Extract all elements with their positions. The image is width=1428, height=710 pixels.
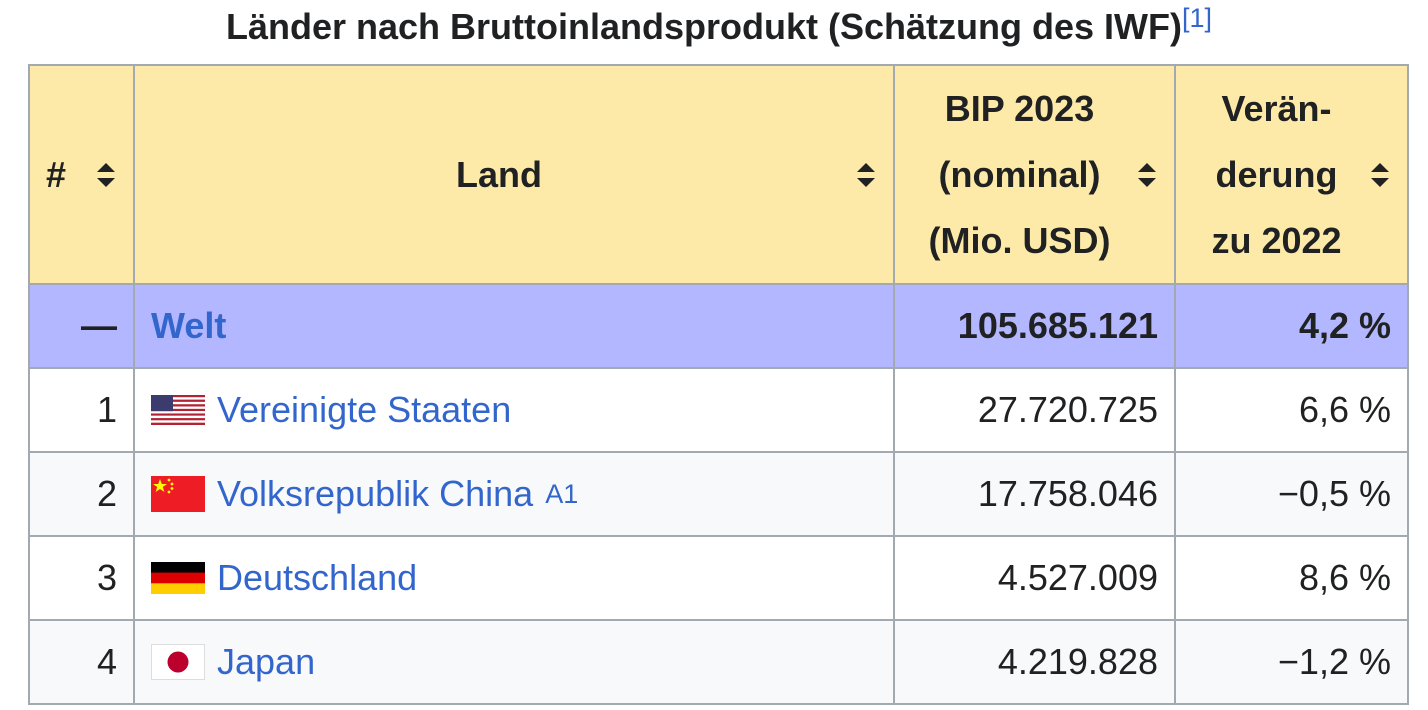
gdp-table: # Land BIP 2023 (nominal) (Mio. USD) Verän-de… xyxy=(28,64,1409,705)
flag xyxy=(151,644,205,680)
column-header[interactable]: Verän-derung zu 2022 xyxy=(1174,64,1409,285)
change-cell: 4,2 % xyxy=(1174,283,1409,369)
rank-cell: 3 xyxy=(28,535,135,621)
sort-icon[interactable] xyxy=(1136,161,1158,189)
sort-icon[interactable] xyxy=(1369,161,1391,189)
rank-cell: — xyxy=(28,283,135,369)
table-row: 1 Vereinigte Staaten 27.720.725 6,6 % xyxy=(28,367,1409,453)
change-cell: 6,6 % xyxy=(1174,367,1409,453)
country-link[interactable]: Vereinigte Staaten xyxy=(217,389,512,430)
flag xyxy=(151,562,205,594)
table-row: 3 Deutschland 4.527.009 8,6 % xyxy=(28,535,1409,621)
gdp-cell: 17.758.046 xyxy=(893,451,1176,537)
flag xyxy=(151,476,205,512)
change-cell: −1,2 % xyxy=(1174,619,1409,705)
gdp-cell: 105.685.121 xyxy=(893,283,1176,369)
gdp-cell: 27.720.725 xyxy=(893,367,1176,453)
column-header[interactable]: # xyxy=(28,64,135,285)
change-cell: 8,6 % xyxy=(1174,535,1409,621)
header-line: Land xyxy=(456,153,542,195)
caption-title: Länder nach Bruttoinlandsprodukt (Schätz… xyxy=(225,6,1182,47)
header-line: (Mio. USD) xyxy=(928,219,1111,261)
header-line: Verän- xyxy=(1221,87,1332,129)
header-line: # xyxy=(46,153,67,195)
country-cell: Welt xyxy=(133,283,895,369)
table-row: 4 Japan 4.219.828 −1,2 % xyxy=(28,619,1409,705)
change-cell: −0,5 % xyxy=(1174,451,1409,537)
country-cell: Volksrepublik China A1 xyxy=(133,451,895,537)
column-header[interactable]: Land xyxy=(133,64,895,285)
table-row: — Welt 105.685.121 4,2 % xyxy=(28,283,1409,369)
country-link[interactable]: Japan xyxy=(217,641,316,682)
flag xyxy=(151,395,205,425)
column-header[interactable]: BIP 2023 (nominal) (Mio. USD) xyxy=(893,64,1176,285)
table-row: 2 Volksrepublik China A1 17.758.046 −0,5 % xyxy=(28,451,1409,537)
gdp-cell: 4.527.009 xyxy=(893,535,1176,621)
country-cell: Deutschland xyxy=(133,535,895,621)
table-caption: Länder nach Bruttoinlandsprodukt (Schätz… xyxy=(0,3,1428,48)
country-link[interactable]: Volksrepublik China xyxy=(217,473,534,514)
rank-cell: 2 xyxy=(28,451,135,537)
gdp-cell: 4.219.828 xyxy=(893,619,1176,705)
reference[interactable]: [1] xyxy=(1181,3,1213,33)
sort-icon[interactable] xyxy=(95,161,117,189)
header-line: derung xyxy=(1215,153,1338,195)
country-link[interactable]: Deutschland xyxy=(217,557,418,598)
country-cell: Japan xyxy=(133,619,895,705)
header-line: zu 2022 xyxy=(1211,219,1342,261)
rank-cell: 1 xyxy=(28,367,135,453)
country-cell: Vereinigte Staaten xyxy=(133,367,895,453)
country-link[interactable]: Welt xyxy=(151,305,227,346)
header-line: (nominal) xyxy=(938,153,1101,195)
header-line: BIP 2023 xyxy=(944,87,1095,129)
sort-icon[interactable] xyxy=(855,161,877,189)
rank-cell: 4 xyxy=(28,619,135,705)
